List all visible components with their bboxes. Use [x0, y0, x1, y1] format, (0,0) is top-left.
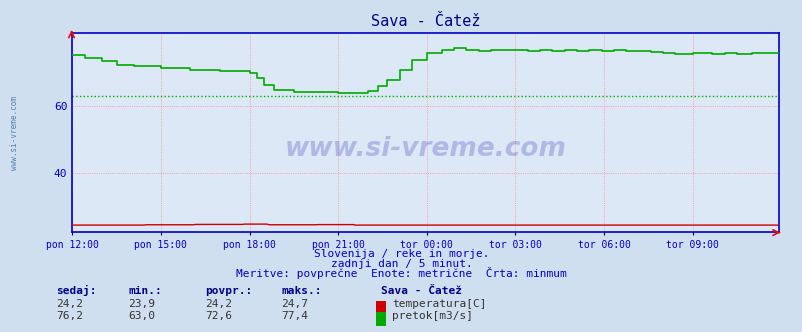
Text: www.si-vreme.com: www.si-vreme.com [284, 136, 566, 162]
Text: 77,4: 77,4 [281, 311, 308, 321]
Text: 63,0: 63,0 [128, 311, 156, 321]
Text: sedaj:: sedaj: [56, 285, 96, 296]
Text: 24,2: 24,2 [205, 299, 232, 309]
Text: 24,7: 24,7 [281, 299, 308, 309]
Text: maks.:: maks.: [281, 286, 321, 296]
Text: 72,6: 72,6 [205, 311, 232, 321]
Text: povpr.:: povpr.: [205, 286, 252, 296]
Text: www.si-vreme.com: www.si-vreme.com [10, 96, 18, 170]
Text: 23,9: 23,9 [128, 299, 156, 309]
Title: Sava - Čatež: Sava - Čatež [371, 14, 480, 29]
Text: 76,2: 76,2 [56, 311, 83, 321]
Text: pretok[m3/s]: pretok[m3/s] [391, 311, 472, 321]
Text: Meritve: povprečne  Enote: metrične  Črta: minmum: Meritve: povprečne Enote: metrične Črta:… [236, 267, 566, 279]
Text: 24,2: 24,2 [56, 299, 83, 309]
Text: zadnji dan / 5 minut.: zadnji dan / 5 minut. [330, 259, 472, 269]
Text: min.:: min.: [128, 286, 162, 296]
Text: temperatura[C]: temperatura[C] [391, 299, 486, 309]
Text: Sava - Čatež: Sava - Čatež [381, 286, 462, 296]
Text: Slovenija / reke in morje.: Slovenija / reke in morje. [314, 249, 488, 259]
